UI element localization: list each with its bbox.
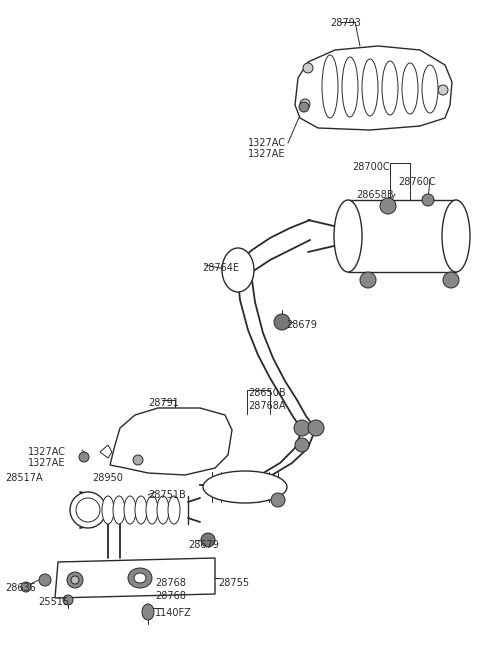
Text: 28679: 28679	[188, 540, 219, 550]
Text: 28768A: 28768A	[248, 401, 286, 411]
Ellipse shape	[128, 568, 152, 588]
Ellipse shape	[362, 59, 378, 116]
Text: 28768: 28768	[155, 591, 186, 601]
Ellipse shape	[360, 272, 376, 288]
Polygon shape	[110, 408, 232, 475]
Ellipse shape	[380, 198, 396, 214]
Ellipse shape	[300, 99, 310, 109]
Ellipse shape	[201, 533, 215, 547]
Ellipse shape	[79, 452, 89, 462]
Ellipse shape	[70, 492, 106, 528]
Ellipse shape	[402, 63, 418, 114]
Ellipse shape	[134, 573, 146, 583]
Ellipse shape	[76, 498, 100, 522]
Ellipse shape	[342, 57, 358, 117]
Ellipse shape	[67, 572, 83, 588]
Polygon shape	[100, 445, 112, 458]
Text: 28760C: 28760C	[398, 177, 436, 187]
Ellipse shape	[142, 604, 154, 620]
Text: 28636: 28636	[5, 583, 36, 593]
Ellipse shape	[135, 496, 147, 524]
Text: 1327AE: 1327AE	[28, 458, 65, 468]
Ellipse shape	[168, 496, 180, 524]
Ellipse shape	[271, 493, 285, 507]
Text: 1327AC: 1327AC	[28, 447, 66, 457]
Ellipse shape	[295, 438, 309, 452]
Ellipse shape	[222, 248, 254, 292]
Bar	[348, 200, 456, 272]
Text: 1327AE: 1327AE	[248, 149, 286, 159]
Ellipse shape	[438, 85, 448, 95]
Ellipse shape	[422, 194, 434, 206]
Text: 28793: 28793	[330, 18, 361, 28]
Ellipse shape	[39, 574, 51, 586]
Text: 1327AC: 1327AC	[248, 138, 286, 148]
Polygon shape	[55, 558, 215, 598]
Ellipse shape	[443, 272, 459, 288]
Text: 1140FZ: 1140FZ	[155, 608, 192, 618]
Ellipse shape	[442, 200, 470, 272]
Text: 28679: 28679	[286, 320, 317, 330]
Ellipse shape	[102, 496, 114, 524]
Ellipse shape	[382, 61, 398, 115]
Ellipse shape	[422, 65, 438, 113]
Text: 28650B: 28650B	[248, 388, 286, 398]
Ellipse shape	[322, 55, 338, 118]
Polygon shape	[295, 46, 452, 130]
Text: 28658B: 28658B	[356, 190, 394, 200]
Ellipse shape	[146, 496, 158, 524]
Ellipse shape	[133, 455, 143, 465]
Ellipse shape	[303, 63, 313, 73]
Text: 28700C: 28700C	[352, 162, 390, 172]
Text: 28764E: 28764E	[202, 263, 239, 273]
Ellipse shape	[203, 471, 287, 503]
Text: 28950: 28950	[92, 473, 123, 483]
Text: 28768: 28768	[155, 578, 186, 588]
Ellipse shape	[308, 420, 324, 436]
Text: 28751B: 28751B	[148, 490, 186, 500]
Text: 28755: 28755	[218, 578, 249, 588]
Ellipse shape	[274, 314, 290, 330]
Ellipse shape	[71, 576, 79, 584]
Ellipse shape	[113, 496, 125, 524]
Ellipse shape	[63, 595, 73, 605]
Ellipse shape	[124, 496, 136, 524]
Ellipse shape	[294, 420, 310, 436]
Ellipse shape	[157, 496, 169, 524]
Text: 28517A: 28517A	[5, 473, 43, 483]
Text: 25515: 25515	[38, 597, 69, 607]
Ellipse shape	[299, 102, 309, 112]
Text: 28791: 28791	[148, 398, 179, 408]
Ellipse shape	[21, 582, 31, 592]
Ellipse shape	[334, 200, 362, 272]
